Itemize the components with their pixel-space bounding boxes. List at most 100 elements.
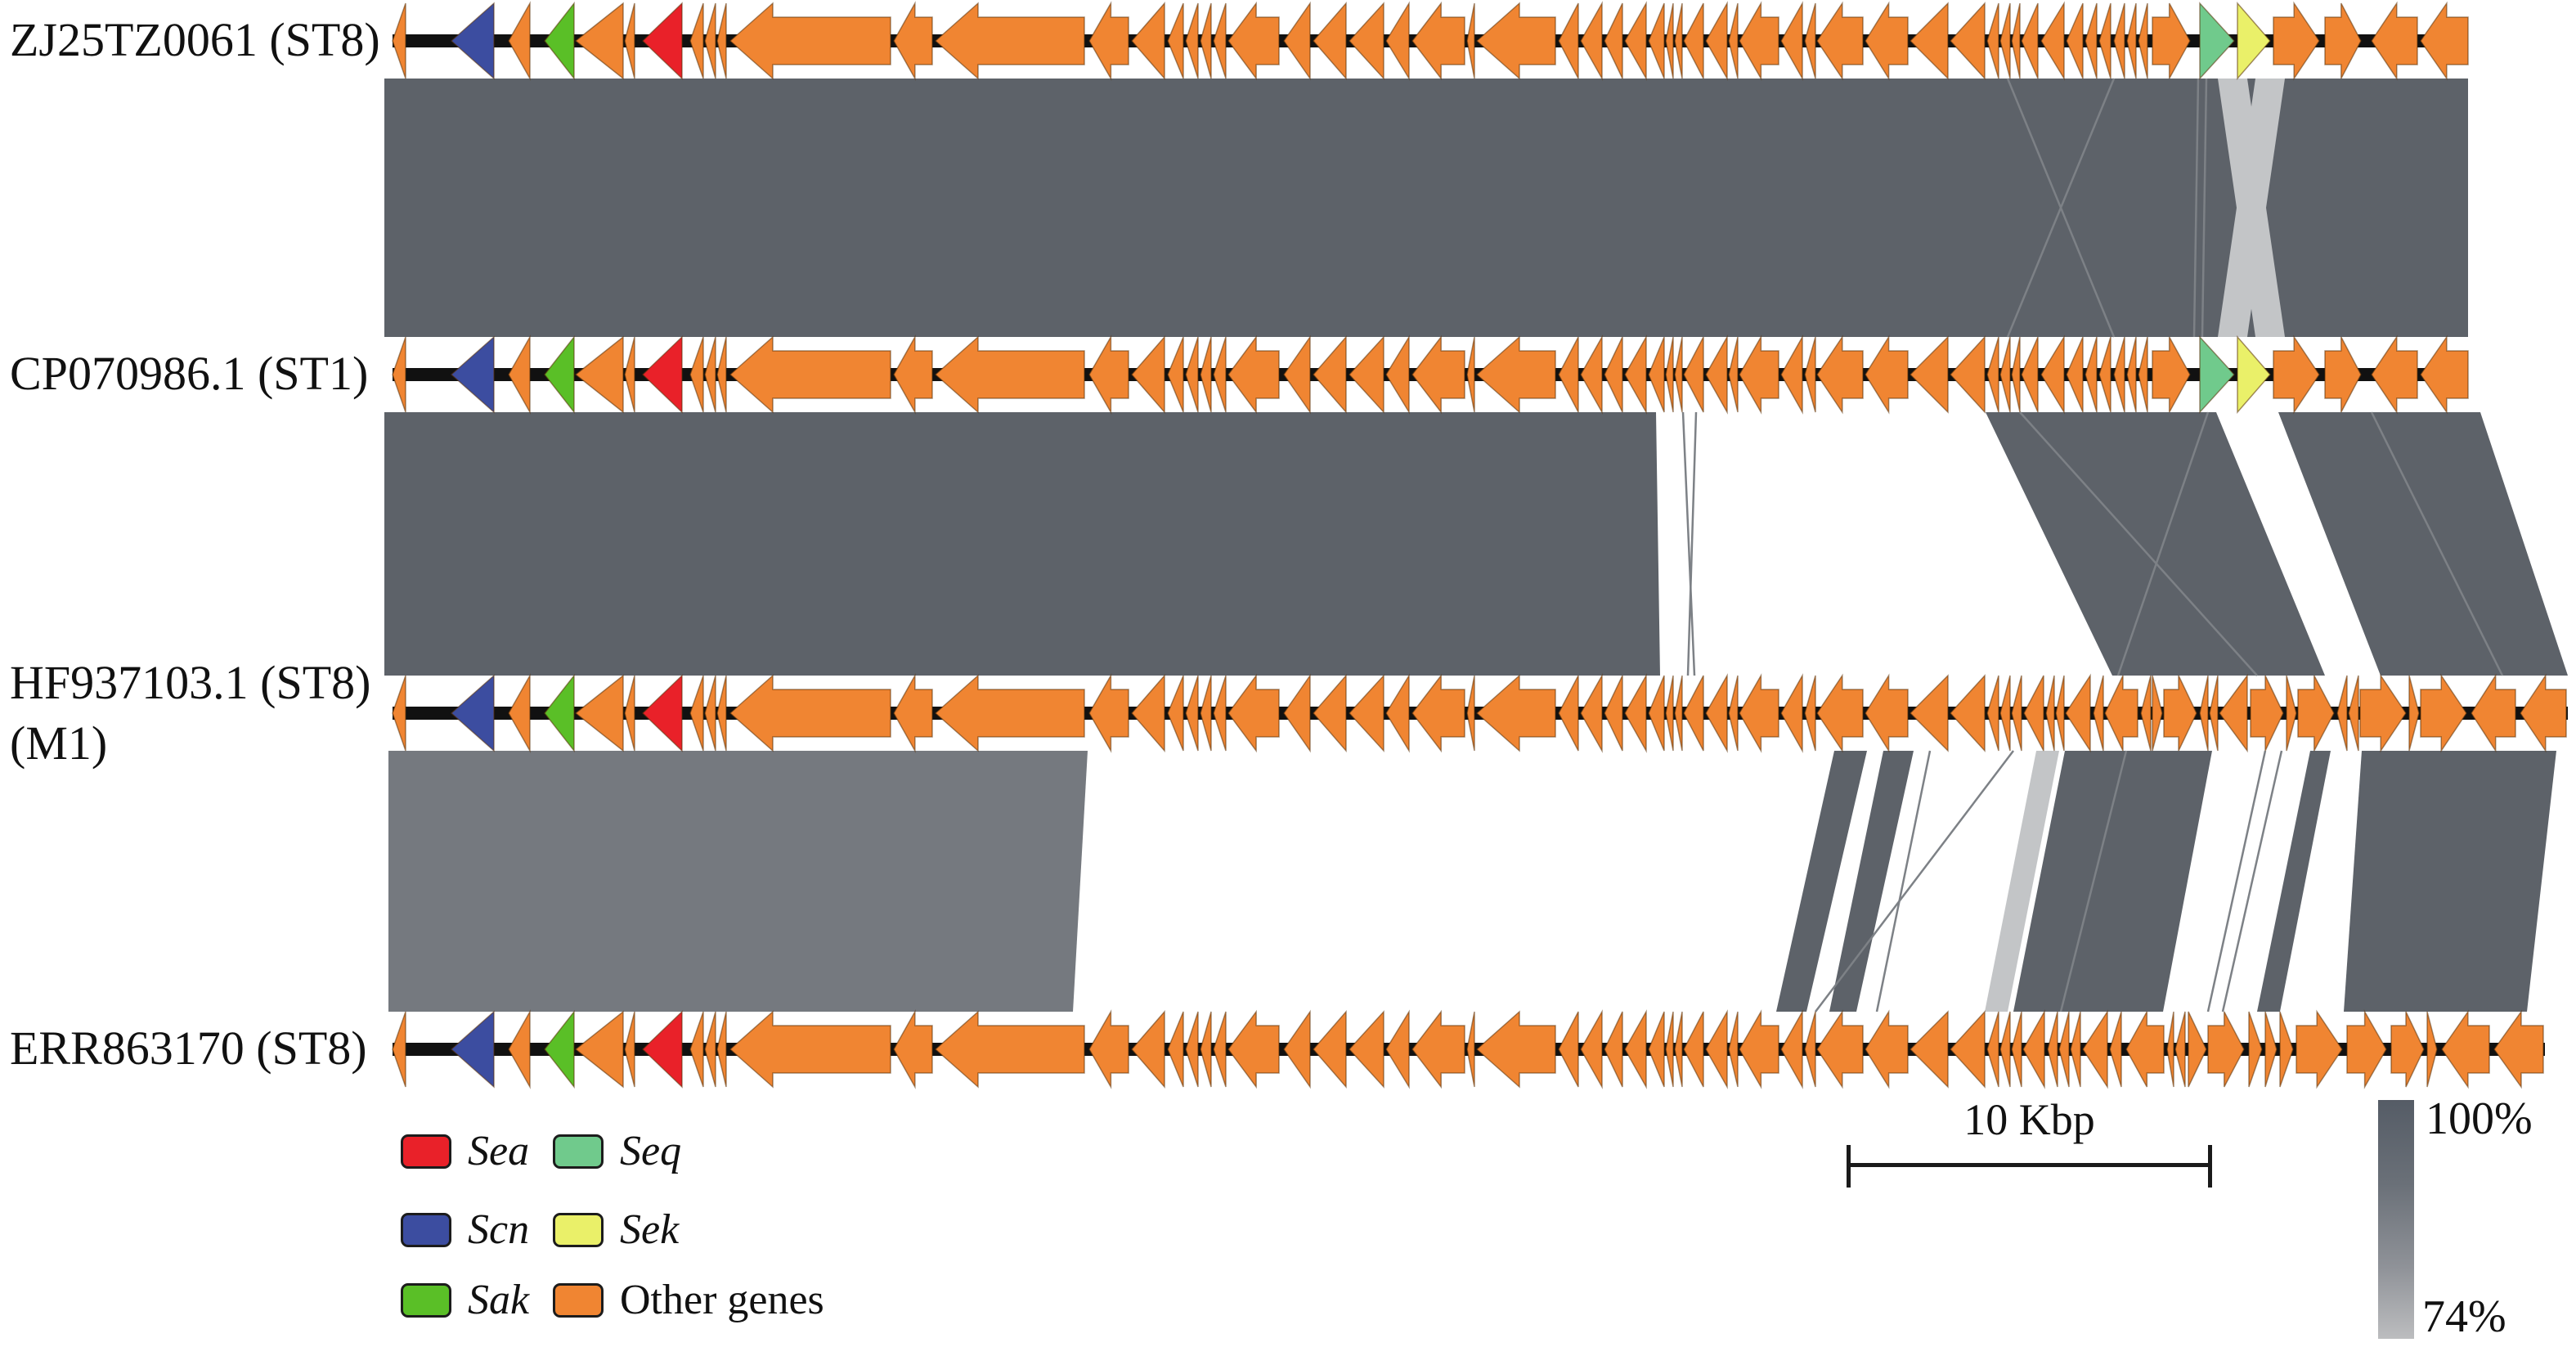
gene-arrow bbox=[729, 335, 891, 414]
gene-arrow bbox=[2346, 1009, 2387, 1089]
gene-arrow bbox=[1604, 675, 1623, 752]
track-label-2: CP070986.1 (ST1) bbox=[10, 347, 369, 400]
gene-arrow bbox=[2336, 675, 2348, 752]
similarity-line bbox=[2116, 411, 2210, 676]
gene-arrow bbox=[1088, 1009, 1129, 1089]
scale-bar-left-tick bbox=[1847, 1145, 1851, 1188]
gene-arrow bbox=[450, 335, 495, 414]
gene-arrow bbox=[2011, 2, 2021, 79]
gene-arrow bbox=[1475, 674, 1556, 752]
similarity-line bbox=[1681, 411, 1696, 676]
gene-arrow bbox=[1185, 336, 1199, 413]
gene-arrow bbox=[2273, 1, 2320, 81]
gene-arrow bbox=[2070, 1011, 2081, 1088]
gene-arrow bbox=[1604, 2, 1623, 79]
gene-arrow bbox=[1816, 1, 1864, 81]
gene-arrow bbox=[1411, 673, 1465, 753]
gene-arrow bbox=[2199, 335, 2236, 414]
gene-arrow bbox=[1624, 1, 1647, 81]
similarity-block bbox=[2218, 79, 2285, 337]
gene-arrow bbox=[934, 2, 1085, 80]
gene-arrow bbox=[624, 2, 635, 79]
gene-arrow bbox=[1648, 2, 1665, 79]
gene-arrow bbox=[1683, 675, 1704, 752]
gene-arrow bbox=[1728, 2, 1739, 79]
similarity-block bbox=[2013, 751, 2212, 1012]
gene-arrow bbox=[1909, 2, 1949, 80]
gene-arrow bbox=[1986, 336, 1999, 413]
gene-arrow bbox=[1780, 1, 1803, 81]
similarity-block bbox=[1985, 751, 2059, 1012]
gene-arrow bbox=[2082, 1009, 2108, 1089]
gene-arrow bbox=[1558, 2, 1579, 79]
gene-arrow bbox=[1466, 1011, 1475, 1088]
similarity-block bbox=[384, 79, 2468, 337]
gene-arrow bbox=[2174, 1011, 2186, 1088]
gene-arrow bbox=[1665, 1011, 1674, 1088]
gene-arrow bbox=[641, 2, 683, 80]
gene-arrow bbox=[2098, 336, 2112, 413]
gene-arrow bbox=[2166, 1011, 2174, 1088]
legend-item-scn: Scn bbox=[401, 1206, 529, 1254]
gene-arrow bbox=[1131, 673, 1165, 753]
legend-label-seq: Seq bbox=[620, 1128, 682, 1174]
gene-arrow bbox=[893, 1, 933, 81]
gene-arrow bbox=[2237, 335, 2271, 415]
gene-arrow bbox=[1909, 674, 1949, 752]
gene-arrow bbox=[1580, 673, 1603, 753]
track-label-3-line1: HF937103.1 (ST8) bbox=[10, 656, 371, 709]
gene-arrow bbox=[2199, 2, 2236, 80]
similarity-block bbox=[388, 751, 1088, 1012]
similarity-line bbox=[1815, 750, 2014, 1012]
gene-arrow bbox=[574, 674, 624, 752]
sek-color-swatch bbox=[553, 1212, 604, 1247]
gene-arrow bbox=[1683, 2, 1704, 79]
gene-arrow bbox=[1999, 336, 2011, 413]
gene-arrow bbox=[624, 336, 635, 413]
gene-arrow bbox=[1185, 675, 1199, 752]
gene-arrow bbox=[704, 675, 716, 752]
gene-arrow bbox=[392, 1011, 406, 1088]
gene-arrow bbox=[689, 336, 704, 413]
gene-arrow bbox=[729, 1010, 891, 1089]
gene-arrow bbox=[1674, 336, 1683, 413]
gene-arrow bbox=[1624, 1009, 1647, 1089]
gene-arrow bbox=[1200, 675, 1212, 752]
gene-arrow bbox=[1131, 335, 1165, 415]
gene-arrow bbox=[716, 2, 727, 79]
gene-arrow bbox=[1313, 1, 1347, 81]
similarity-line bbox=[2370, 411, 2504, 676]
gene-arrow bbox=[2248, 1011, 2263, 1088]
gene-arrow bbox=[1665, 2, 1674, 79]
gene-arrow bbox=[2286, 675, 2297, 752]
gene-arrow bbox=[1088, 673, 1129, 753]
gene-arrow bbox=[450, 2, 495, 80]
gene-arrow bbox=[2022, 1009, 2045, 1089]
gene-arrow bbox=[2040, 335, 2065, 415]
gene-arrow bbox=[1683, 336, 1704, 413]
gene-arrow bbox=[1604, 1011, 1623, 1088]
gene-arrow bbox=[1411, 335, 1465, 415]
gene-arrow bbox=[934, 674, 1085, 752]
gene-arrow bbox=[624, 675, 635, 752]
gene-arrow bbox=[1227, 673, 1280, 753]
legend-item-seq: Seq bbox=[553, 1127, 681, 1175]
legend-label-sea: Sea bbox=[468, 1128, 530, 1174]
similarity-block bbox=[1986, 412, 2325, 676]
gene-arrow bbox=[1780, 1009, 1803, 1089]
gene-arrow bbox=[1411, 1, 1465, 81]
gene-arrow bbox=[1475, 1010, 1556, 1089]
gene-arrow bbox=[1580, 1009, 1603, 1089]
gene-arrow bbox=[641, 674, 683, 752]
gene-arrow bbox=[934, 1010, 1085, 1089]
gene-arrow bbox=[2237, 1, 2271, 81]
gene-arrow bbox=[1167, 1011, 1184, 1088]
gene-arrow bbox=[2126, 336, 2137, 413]
gene-arrow bbox=[689, 1011, 704, 1088]
gene-arrow bbox=[2126, 2, 2137, 79]
legend-item-sek: Sek bbox=[553, 1206, 679, 1254]
gene-arrow bbox=[1348, 674, 1384, 752]
gene-arrow bbox=[1648, 675, 1665, 752]
sea-color-swatch bbox=[401, 1134, 451, 1169]
